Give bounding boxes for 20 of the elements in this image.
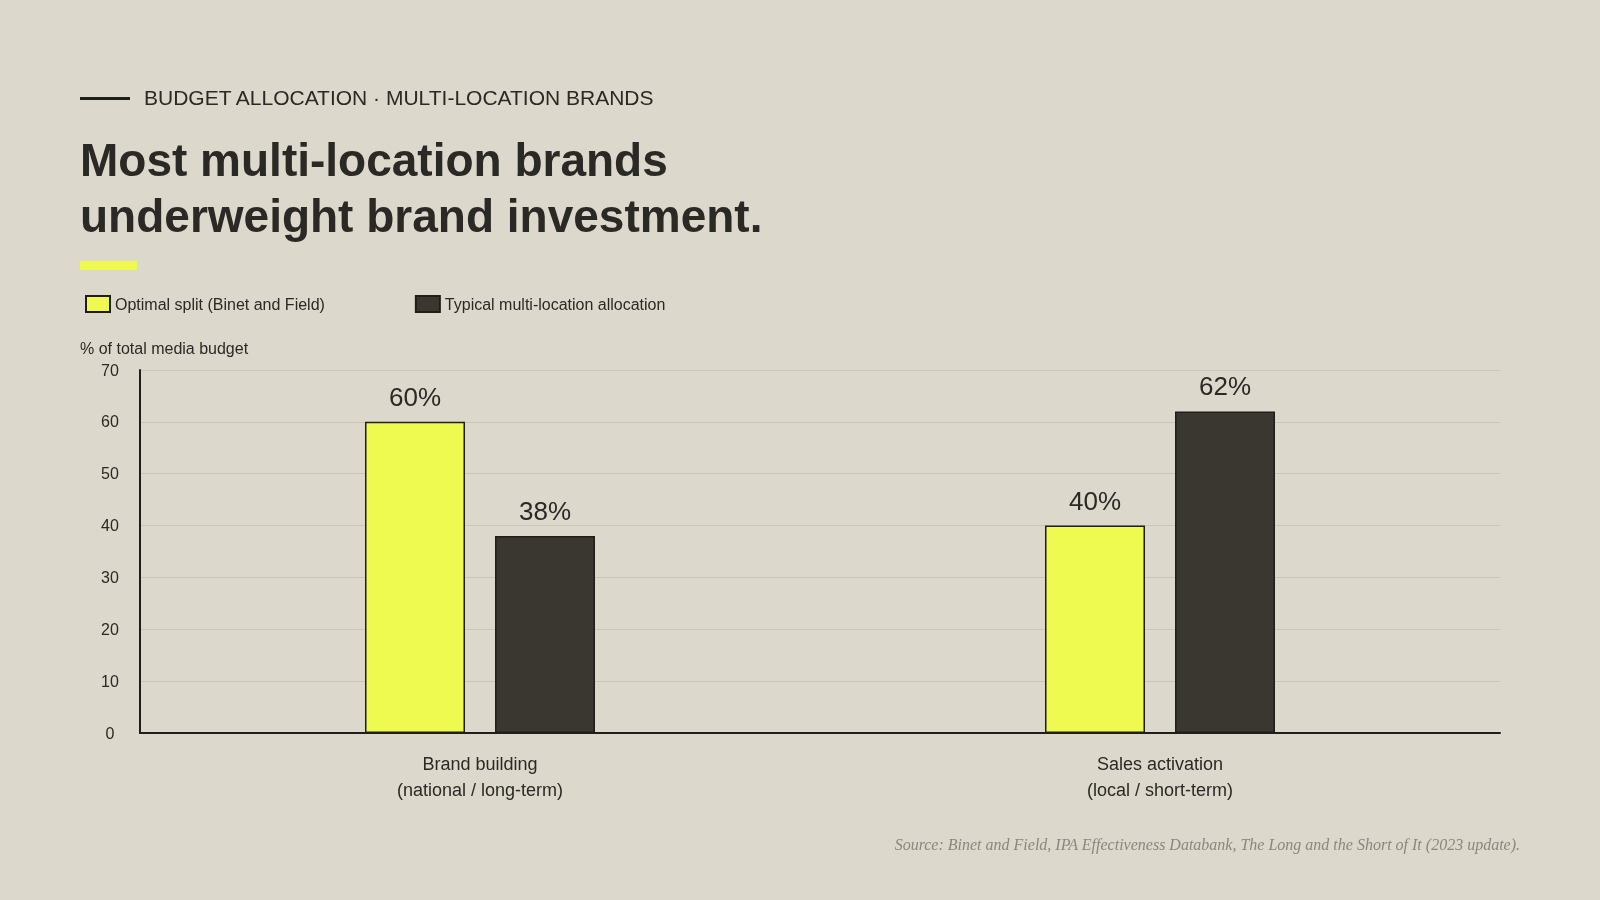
data-label: 38% — [518, 495, 572, 526]
x-tick-label: Brand building (national / long-term) — [396, 754, 564, 800]
data-label: 40% — [1068, 485, 1122, 516]
legend-label: Optimal split (Binet and Field) — [115, 295, 325, 313]
y-tick-label: 10 — [101, 672, 119, 690]
chart-subtitle: BUDGET ALLOCATION · MULTI-LOCATION BRANDS — [144, 86, 654, 110]
y-tick-label: 60 — [101, 413, 119, 431]
y-tick-label: 0 — [105, 724, 115, 742]
legend-label: Typical multi-location allocation — [444, 295, 666, 313]
y-axis-title: % of total media budget — [80, 339, 249, 357]
chart-title: Most multi-location brands underweight brand investment. — [80, 133, 764, 244]
y-tick-label: 20 — [101, 620, 119, 638]
source-note: Source: Binet and Field, IPA Effectiveness Databank, The Long and the Short of It (2023 update). — [894, 836, 1520, 854]
data-label: 60% — [388, 381, 442, 412]
y-tick-label: 40 — [101, 517, 119, 535]
data-label: 62% — [1198, 371, 1252, 402]
x-tick-label: Sales activation (local / short-term) — [1086, 754, 1234, 800]
y-tick-label: 50 — [101, 465, 119, 483]
y-tick-label: 70 — [101, 361, 119, 379]
y-tick-label: 30 — [101, 568, 119, 586]
